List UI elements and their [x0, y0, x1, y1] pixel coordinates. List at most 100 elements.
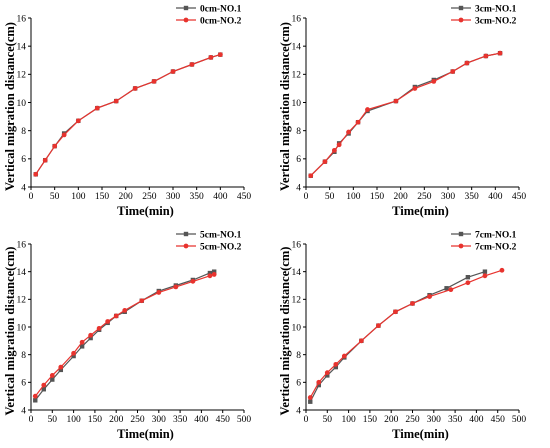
data-point-circle [156, 290, 162, 295]
x-tick-label: 500 [237, 415, 252, 425]
y-tick-label: 4 [296, 406, 301, 416]
y-tick-label: 14 [292, 268, 302, 278]
x-axis-title: Time(min) [392, 204, 449, 218]
y-tick-label: 14 [292, 42, 302, 52]
x-tick-label: 150 [370, 192, 385, 202]
y-tick-label: 4 [21, 183, 26, 193]
data-point-circle [189, 62, 195, 67]
x-tick-label: 50 [323, 415, 333, 425]
chart-panel-2: 0 50 100 150 200 250 300 350 400 450 4 6 8 10 12 14 16 Ti… [278, 4, 526, 218]
x-tick-label: 300 [427, 415, 442, 425]
x-tick-label: 250 [130, 415, 145, 425]
axes-frame [305, 18, 519, 188]
x-tick-label: 450 [216, 415, 231, 425]
data-point-circle [448, 287, 454, 293]
data-point-circle [355, 119, 361, 125]
data-point-square [316, 382, 321, 388]
data-point-circle [482, 273, 488, 279]
data-point-circle [358, 338, 364, 344]
x-axis-title: Time(min) [117, 427, 174, 441]
y-tick-label: 6 [21, 155, 26, 165]
series-line-5cm-NO.1 [34, 271, 215, 401]
y-tick-label: 14 [17, 268, 27, 278]
x-tick-label: 200 [384, 415, 399, 425]
y-tick-label: 12 [17, 71, 27, 81]
data-point-circle [483, 53, 489, 59]
data-point-circle [346, 129, 351, 135]
x-tick-label: 200 [394, 192, 409, 202]
data-point-circle [322, 159, 328, 165]
data-point-circle [32, 393, 38, 399]
data-point-circle [113, 98, 119, 104]
legend-label: 3cm-NO.2 [475, 16, 517, 26]
data-point-circle [151, 78, 157, 84]
legend-marker-square [183, 231, 189, 237]
data-point-square [211, 269, 217, 274]
legend-marker-square [183, 5, 189, 11]
x-axis-title: Time(min) [117, 204, 174, 218]
legend-marker-circle [183, 243, 189, 249]
y-tick-label: 6 [296, 155, 301, 165]
x-tick-label: 300 [152, 415, 167, 425]
data-point-circle [75, 118, 81, 124]
data-point-circle [308, 173, 314, 179]
data-point-circle [207, 273, 213, 279]
y-tick-label: 4 [21, 406, 26, 416]
data-point-circle [173, 284, 179, 290]
data-point-square [58, 367, 64, 373]
chart-panel-1: 0 50 100 150 200 250 300 350 400 450 4 6 8 10 12 14 16 Ti… [3, 4, 251, 218]
series-line-7cm-NO.1 [309, 271, 486, 402]
x-tick-label: 450 [491, 415, 506, 425]
data-point-square [50, 377, 55, 382]
data-point-square [41, 387, 46, 392]
data-point-square [71, 353, 76, 359]
data-point-circle [412, 86, 418, 91]
data-point-circle [217, 52, 223, 58]
series-line-5cm-NO.2 [34, 273, 215, 397]
y-tick-label: 10 [292, 323, 302, 333]
chart-panel-4: 0 50 100 150 200 250 300 350 400 450 500 4 6 8 10 12 14 1… [278, 230, 526, 441]
legend-marker-circle [458, 243, 464, 249]
data-point-circle [61, 132, 67, 138]
y-tick-label: 8 [296, 351, 301, 361]
series-line-3cm-NO.2 [310, 52, 501, 177]
series-line-0cm-NO.2 [35, 54, 221, 175]
data-point-circle [105, 319, 111, 324]
axes-frame [30, 18, 244, 188]
x-tick-label: 450 [237, 192, 252, 202]
data-point-square [482, 269, 488, 274]
data-point-circle [450, 69, 456, 74]
x-tick-label: 250 [405, 415, 420, 425]
data-point-square [33, 398, 38, 403]
data-point-square [333, 364, 339, 370]
x-tick-label: 0 [304, 192, 309, 202]
y-tick-label: 12 [292, 71, 302, 81]
legend-marker-square [458, 231, 464, 237]
legend-label: 5cm-NO.1 [200, 230, 242, 240]
y-tick-label: 8 [21, 127, 26, 137]
data-point-circle [499, 267, 505, 273]
y-tick-label: 10 [292, 99, 302, 109]
axes-frame [30, 244, 244, 411]
data-point-circle [122, 308, 128, 313]
data-point-circle [333, 361, 339, 367]
legend-marker-circle [183, 17, 189, 23]
series-line-0cm-NO.1 [35, 54, 221, 175]
legend-marker-circle [458, 17, 464, 23]
data-point-circle [431, 78, 437, 84]
y-tick-label: 4 [296, 183, 301, 193]
x-tick-label: 300 [166, 192, 181, 202]
data-point-circle [427, 294, 432, 299]
y-tick-label: 10 [17, 323, 27, 333]
data-point-circle [58, 364, 64, 370]
data-point-circle [132, 86, 138, 91]
data-point-circle [71, 350, 76, 356]
x-tick-label: 150 [88, 415, 103, 425]
data-point-circle [94, 105, 100, 111]
series-line-7cm-NO.2 [309, 269, 503, 398]
data-point-square [88, 335, 93, 341]
y-tick-label: 16 [292, 14, 302, 24]
data-point-circle [464, 60, 470, 66]
x-tick-label: 350 [448, 415, 463, 425]
